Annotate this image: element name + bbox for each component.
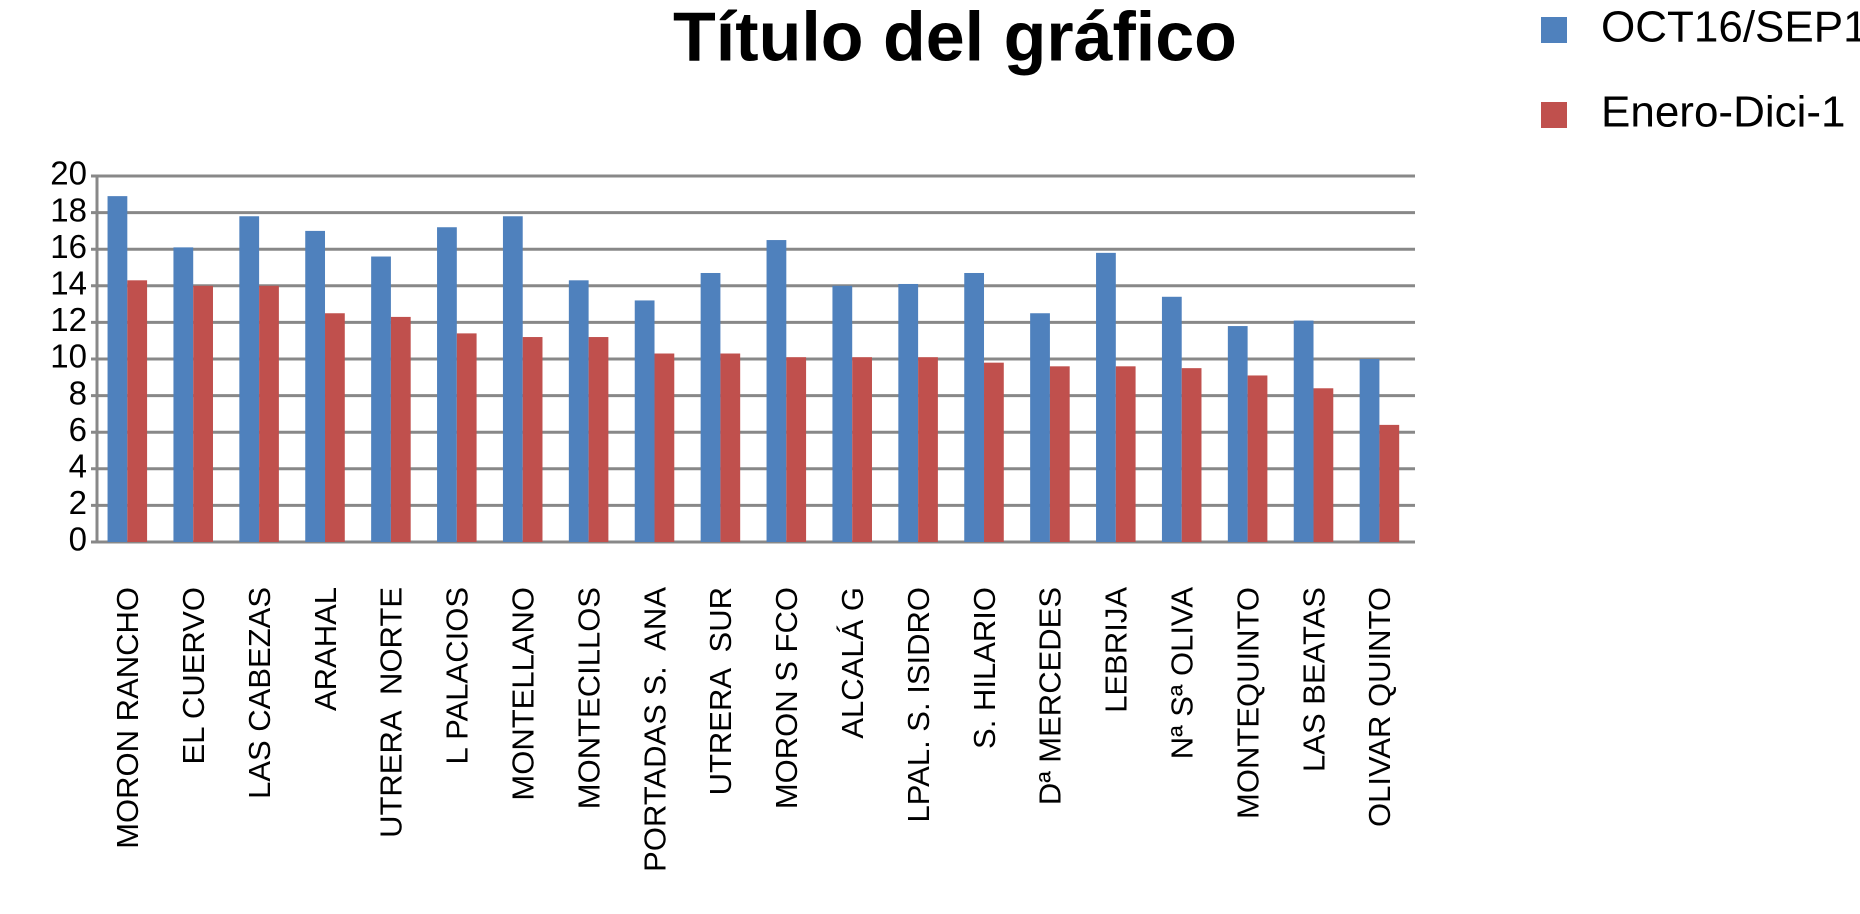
legend-label: Enero-Dici-1 — [1601, 88, 1846, 137]
y-tick-label: 16 — [50, 228, 87, 265]
x-tick-label: MONTECILLOS — [571, 587, 606, 809]
chart-title: Título del gráfico — [673, 0, 1237, 75]
y-tick-label: 12 — [50, 301, 87, 338]
bar — [1359, 359, 1380, 542]
bar — [1247, 375, 1268, 542]
bar — [1115, 366, 1136, 542]
x-tick-label: LPAL. S. ISIDRO — [901, 587, 936, 822]
bar — [107, 196, 128, 542]
x-tick-label: S. HILARIO — [967, 587, 1002, 749]
bar — [1293, 320, 1314, 542]
x-tick-label: Dª MERCEDES — [1033, 587, 1068, 805]
bar — [127, 280, 148, 542]
x-tick-label: ARAHAL — [308, 587, 343, 711]
bar — [1049, 366, 1070, 542]
bar — [173, 247, 194, 542]
y-tick-label: 4 — [69, 448, 87, 485]
x-tick-label: LAS BEATAS — [1296, 587, 1331, 772]
x-tick-label: MONTEQUINTO — [1230, 587, 1265, 819]
y-tick-label: 2 — [69, 484, 87, 521]
x-tick-label: MONTELLANO — [506, 587, 541, 801]
y-tick-label: 14 — [50, 265, 87, 302]
bar — [654, 353, 675, 542]
bar — [1313, 388, 1334, 542]
y-tick-label: 6 — [69, 411, 87, 448]
x-tick-label: ALCALÁ G — [835, 587, 870, 739]
x-tick-label: LAS CABEZAS — [242, 587, 277, 799]
bar — [1181, 368, 1202, 542]
bar — [984, 362, 1004, 542]
x-tick-label: UTRERA SUR — [703, 587, 738, 795]
bar — [193, 285, 213, 542]
y-tick-label: 20 — [50, 155, 87, 192]
bar — [832, 285, 853, 542]
bar — [325, 313, 345, 542]
y-tick-label: 0 — [69, 521, 87, 558]
bar — [522, 337, 543, 542]
y-tick-label: 18 — [50, 191, 87, 228]
bar — [259, 285, 279, 542]
x-tick-label: EL CUERVO — [176, 587, 211, 764]
bar — [634, 300, 655, 542]
legend-label: OCT16/SEP1 — [1601, 3, 1860, 52]
bar — [918, 357, 938, 542]
bar — [766, 240, 787, 543]
legend-swatch — [1541, 17, 1567, 43]
x-tick-label: OLIVAR QUINTO — [1362, 587, 1397, 827]
bar — [371, 256, 391, 542]
bar — [898, 283, 919, 542]
x-tick-label: LEBRIJA — [1099, 587, 1134, 713]
bar — [305, 230, 326, 542]
bar — [1161, 296, 1182, 542]
bar — [568, 280, 589, 542]
bar — [1096, 252, 1116, 543]
bar — [390, 316, 411, 542]
bar — [588, 337, 609, 542]
bar — [456, 333, 477, 542]
bar — [502, 216, 523, 542]
x-tick-label: UTRERA NORTE — [374, 587, 409, 838]
y-tick-label: 10 — [50, 338, 87, 375]
bar — [700, 272, 721, 542]
bar — [786, 357, 807, 542]
x-tick-label: Nª Sª OLIVA — [1165, 587, 1200, 760]
bar — [437, 227, 457, 543]
bar — [720, 353, 741, 542]
y-tick-label: 8 — [69, 374, 87, 411]
x-tick-label: MORON S FCO — [769, 587, 804, 809]
bar — [1227, 326, 1248, 542]
bar — [1030, 313, 1050, 542]
legend-swatch — [1541, 102, 1567, 128]
bar — [239, 216, 260, 542]
x-tick-label: MORON RANCHO — [110, 587, 145, 849]
x-tick-label: L PALACIOS — [440, 587, 475, 764]
bar — [1379, 424, 1400, 542]
bar — [964, 272, 985, 542]
bar — [852, 357, 872, 542]
x-tick-label: PORTADAS S. ANA — [637, 587, 672, 872]
